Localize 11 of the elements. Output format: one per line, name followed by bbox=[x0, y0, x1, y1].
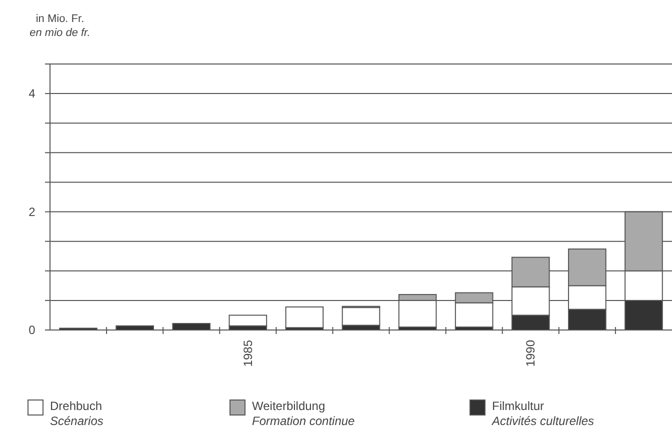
legend-label: Weiterbildung Formation continue bbox=[252, 399, 356, 428]
legend-label: Drehbuch Scénarios bbox=[50, 399, 104, 428]
bar bbox=[228, 314, 268, 326]
bar bbox=[285, 306, 324, 328]
y-axis-title: in Mio. Fr. en mio de fr. bbox=[30, 13, 90, 39]
legend-label: Filmkultur Activités culturelles bbox=[491, 399, 594, 428]
x-tick-label: 1990 bbox=[524, 340, 538, 367]
y-tick-label: 4 bbox=[28, 86, 36, 101]
y-tick-label: 2 bbox=[28, 204, 36, 219]
x-tick-label: 1985 bbox=[240, 340, 255, 367]
y-tick-label: 0 bbox=[28, 323, 36, 337]
